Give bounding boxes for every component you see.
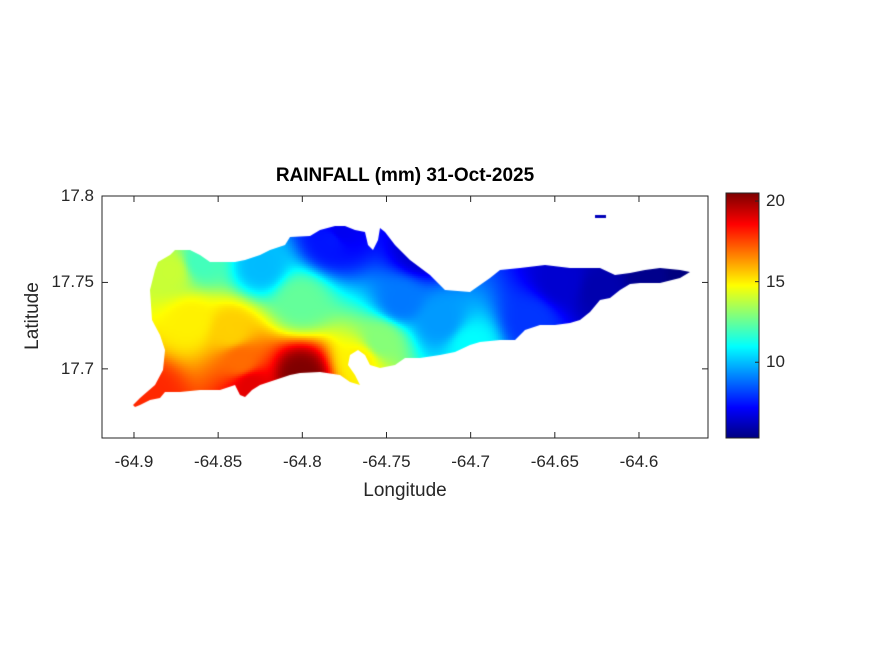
colorbar-tick-label: 15 <box>766 271 785 291</box>
colorbar <box>725 192 760 439</box>
x-tick-label: -64.7 <box>451 452 491 471</box>
axes-box <box>101 195 709 439</box>
x-tick-label: -64.8 <box>282 452 322 471</box>
chart-title: RAINFALL (mm) 31-Oct-2025 <box>275 165 535 186</box>
y-tick-label: 17.8 <box>60 186 94 205</box>
x-axis-label: Longitude <box>363 480 447 501</box>
colorbar-tick-label: 10 <box>766 352 785 372</box>
y-tick-label: 17.75 <box>51 272 94 292</box>
x-tick-label: -64.6 <box>619 452 659 471</box>
x-tick-label: -64.85 <box>194 452 243 471</box>
x-tick-label: -64.9 <box>114 452 154 471</box>
x-tick-label: -64.75 <box>362 452 411 471</box>
colorbar-tick-label: 20 <box>766 191 785 211</box>
y-tick-label: 17.7 <box>60 358 94 378</box>
x-tick-label: -64.65 <box>530 452 579 471</box>
